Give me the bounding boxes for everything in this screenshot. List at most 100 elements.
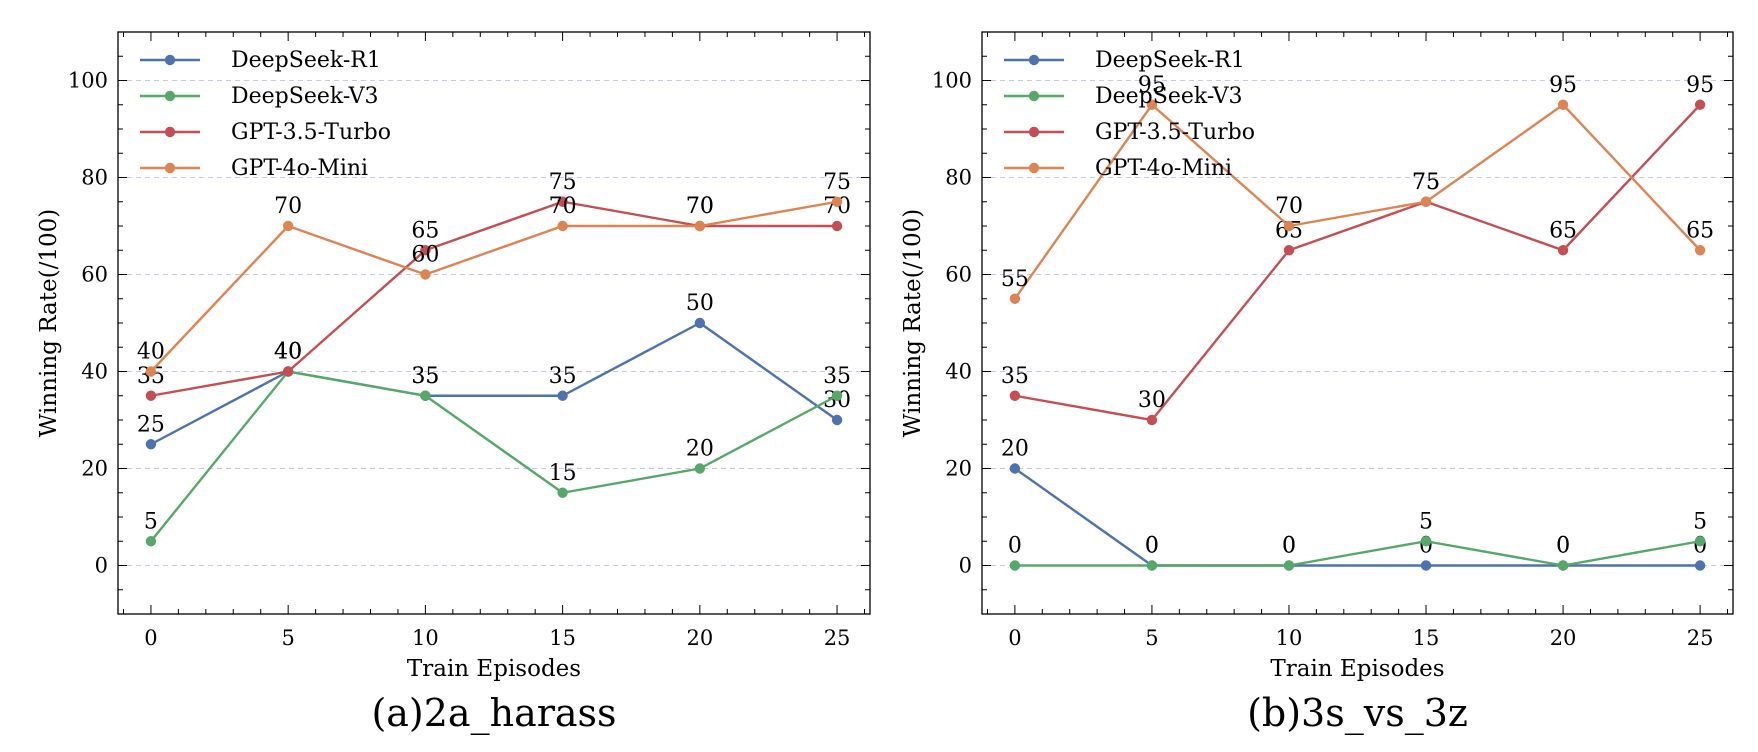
x-tick-label-15: 15 <box>549 626 576 650</box>
data-label: 35 <box>411 364 439 389</box>
data-point <box>145 390 157 401</box>
data-label: 60 <box>411 243 439 268</box>
x-tick-label-25: 25 <box>824 626 851 650</box>
data-point <box>831 220 843 232</box>
data-point <box>282 220 294 232</box>
data-point <box>557 487 568 498</box>
data-label: 95 <box>1686 73 1714 98</box>
legend-marker <box>1028 126 1040 138</box>
legend-marker <box>1028 90 1040 102</box>
data-label: 75 <box>1412 170 1440 195</box>
legend-label: GPT-4o-Mini <box>1095 156 1232 181</box>
x-axis-label: Train Episodes <box>1270 656 1444 682</box>
data-point <box>1420 560 1432 571</box>
data-point <box>1009 463 1021 474</box>
chart-panel-a: 0 5 10 15 20 25 0 20 40 60 80 100 Train Episodes Winn… <box>36 31 871 736</box>
data-label: 40 <box>274 340 302 365</box>
data-point <box>557 220 568 232</box>
legend-marker <box>1028 54 1040 66</box>
series-line-gpt-4o-mini <box>150 200 838 373</box>
data-point <box>420 245 431 256</box>
data-point <box>1557 560 1569 571</box>
x-tick-label-0: 0 <box>1008 626 1021 650</box>
data-label: 55 <box>1001 267 1029 292</box>
data-point <box>1146 414 1158 426</box>
data-point <box>694 220 706 232</box>
subplot-caption: (a)2a_harass <box>371 691 616 736</box>
series-line-gpt-3-5-turbo <box>1014 103 1701 422</box>
data-point <box>694 463 706 474</box>
data-point <box>1009 293 1021 304</box>
data-point <box>145 439 157 450</box>
data-label: 40 <box>274 340 302 365</box>
y-tick-label-40: 40 <box>81 360 108 384</box>
data-label: 0 <box>1008 534 1022 559</box>
data-label: 35 <box>549 364 577 389</box>
x-tick-label-20: 20 <box>1550 626 1577 650</box>
data-label: 0 <box>1282 534 1296 559</box>
legend-label: GPT-3.5-Turbo <box>231 120 391 145</box>
data-label: 65 <box>1549 218 1577 243</box>
data-label: 75 <box>549 170 577 195</box>
data-point <box>831 196 843 207</box>
data-label: 75 <box>1412 170 1440 195</box>
legend-marker <box>164 54 176 66</box>
y-tick-label-0: 0 <box>959 554 972 578</box>
data-label: 95 <box>1549 73 1577 98</box>
y-tick-label-60: 60 <box>945 263 972 287</box>
y-tick-label-40: 40 <box>945 360 972 384</box>
x-tick-label-0: 0 <box>144 626 157 650</box>
legend-marker <box>164 90 176 102</box>
data-label: 35 <box>1001 364 1029 389</box>
data-point <box>1557 99 1569 110</box>
data-label: 70 <box>274 194 302 219</box>
x-tick-label-15: 15 <box>1413 626 1440 650</box>
data-label: 70 <box>686 194 714 219</box>
series-line-gpt-4o-mini <box>1013 103 1701 300</box>
data-label: 0 <box>1282 534 1296 559</box>
x-tick-label-10: 10 <box>1276 626 1303 650</box>
data-label: 65 <box>1686 218 1714 243</box>
series-line-gpt-3-5-turbo <box>150 200 838 397</box>
data-point <box>145 366 157 377</box>
data-point <box>831 414 843 426</box>
legend-marker <box>164 126 176 138</box>
data-label: 40 <box>137 340 165 365</box>
data-label: 0 <box>1556 534 1570 559</box>
data-point <box>145 536 157 547</box>
data-point <box>420 269 431 280</box>
data-point <box>1283 220 1295 232</box>
data-label: 35 <box>823 364 851 389</box>
legend-label: GPT-3.5-Turbo <box>1095 120 1255 145</box>
y-tick-label-80: 80 <box>945 166 972 190</box>
y-tick-label-100: 100 <box>68 69 108 93</box>
series-line-deepseek-r1 <box>1014 467 1701 567</box>
x-axis-label: Train Episodes <box>407 656 581 682</box>
series-line-deepseek-r1 <box>150 321 838 446</box>
x-tick-label-5: 5 <box>1145 626 1158 650</box>
data-label: 0 <box>1145 534 1159 559</box>
data-label: 0 <box>1556 534 1570 559</box>
series-line-deepseek-v3 <box>150 370 838 543</box>
data-label: 20 <box>1001 437 1029 462</box>
y-tick-label-0: 0 <box>95 554 108 578</box>
data-label: 65 <box>411 218 439 243</box>
legend-label: GPT-4o-Mini <box>231 156 368 181</box>
legend-label: DeepSeek-R1 <box>1095 48 1245 73</box>
data-point <box>557 390 568 401</box>
data-point <box>831 390 843 401</box>
data-label: 5 <box>1693 509 1707 534</box>
data-point <box>694 317 706 329</box>
data-label: 70 <box>549 194 577 219</box>
legend-label: DeepSeek-V3 <box>231 84 379 109</box>
data-point <box>1694 99 1706 110</box>
x-tick-label-25: 25 <box>1687 626 1714 650</box>
data-label: 30 <box>1138 388 1166 413</box>
y-tick-label-20: 20 <box>81 457 108 481</box>
x-tick-label-5: 5 <box>281 626 294 650</box>
data-point <box>1694 245 1706 256</box>
data-label: 5 <box>144 509 158 534</box>
data-point <box>1694 536 1706 547</box>
data-point <box>1420 196 1432 207</box>
